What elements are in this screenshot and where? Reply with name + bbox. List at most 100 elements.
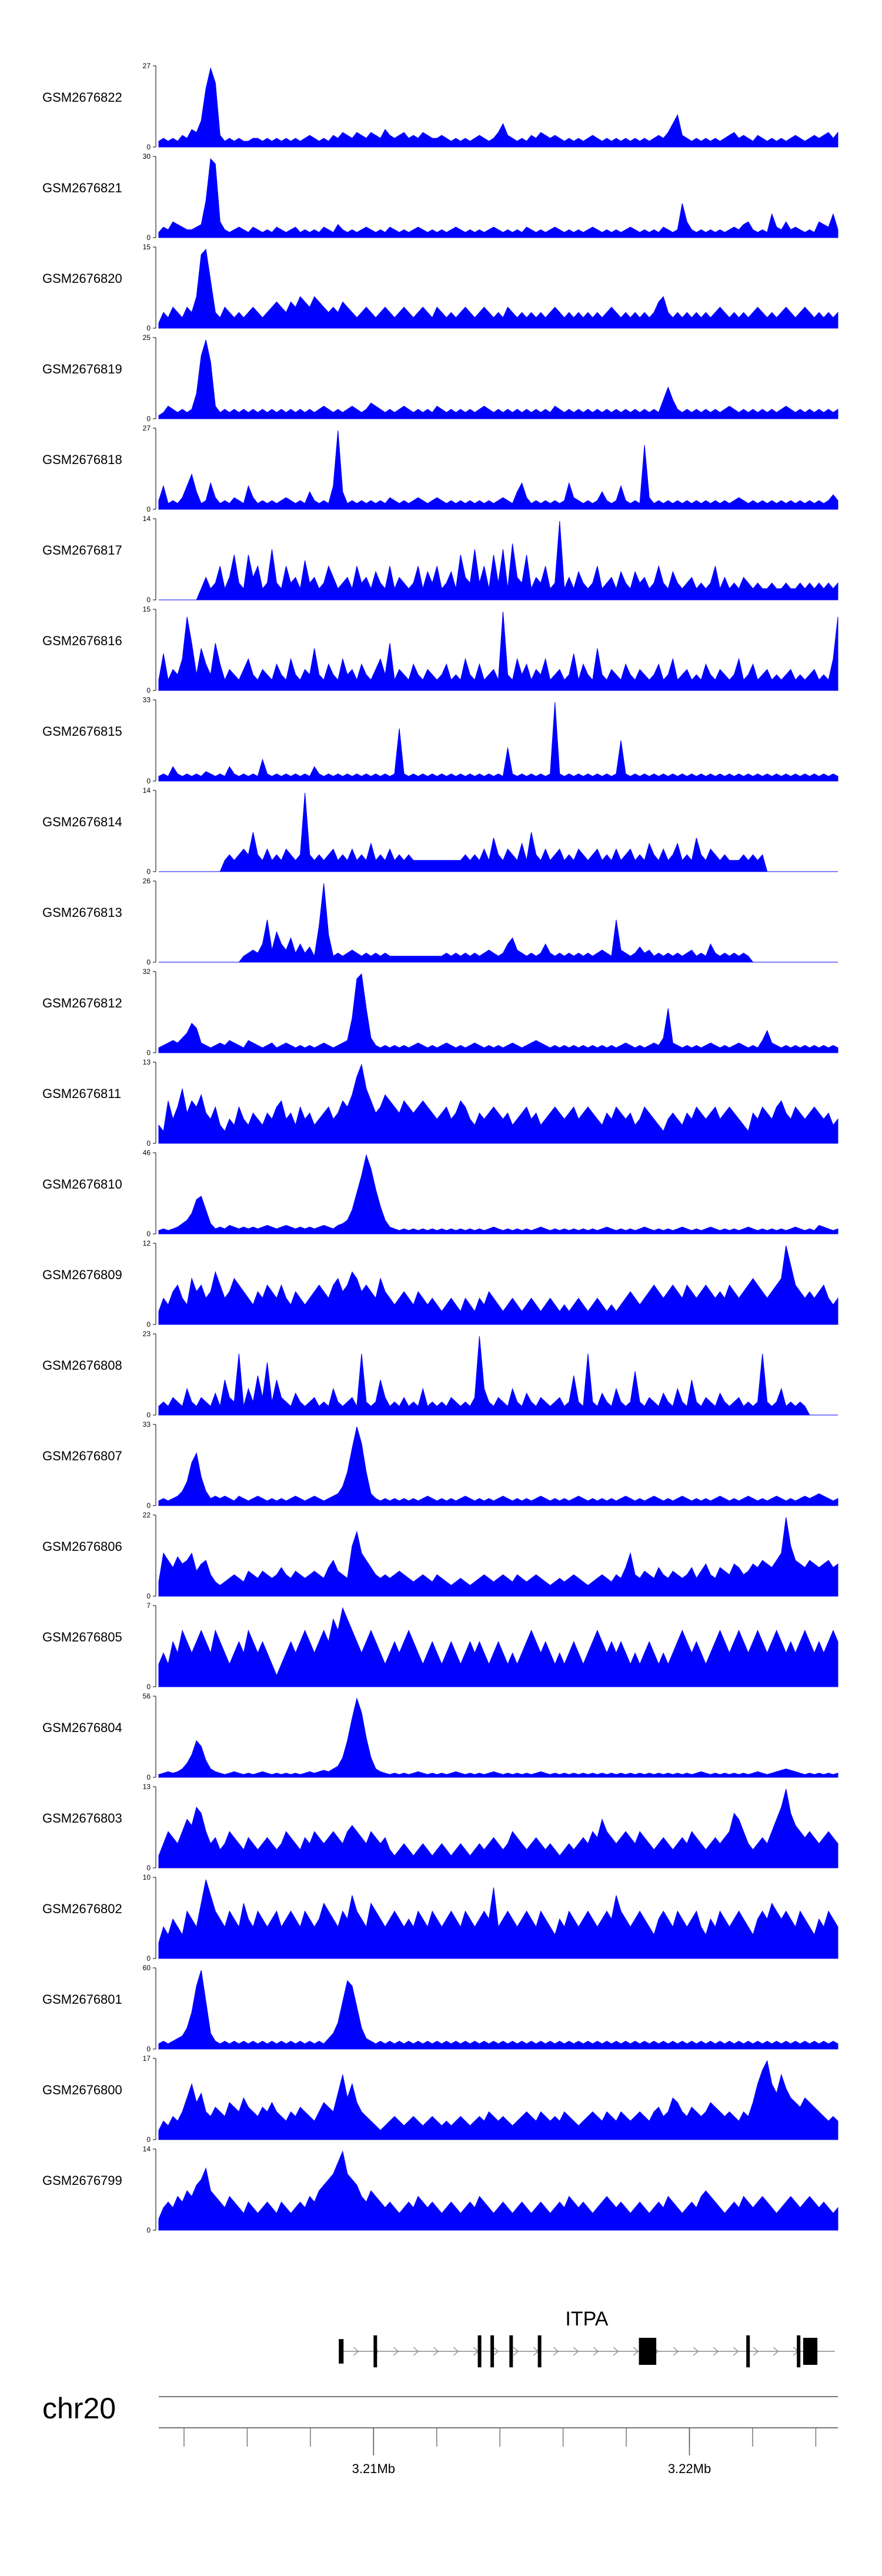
track-label: GSM2676821 xyxy=(42,181,122,195)
y-axis-max-label: 27 xyxy=(143,424,151,432)
gene-exon xyxy=(490,2335,495,2368)
coverage-area xyxy=(158,702,838,782)
coverage-area xyxy=(158,1697,838,1778)
track-label: GSM2676799 xyxy=(42,2173,122,2188)
coverage-area xyxy=(158,339,838,419)
coverage-area xyxy=(158,1336,838,1416)
strand-chevron-icon xyxy=(553,2347,559,2356)
strand-chevron-icon xyxy=(693,2347,699,2356)
coverage-area xyxy=(158,1426,838,1506)
strand-chevron-icon xyxy=(433,2347,439,2356)
track-label: GSM2676806 xyxy=(42,1539,122,1554)
y-axis-min-label: 0 xyxy=(146,1230,151,1238)
track-label: GSM2676802 xyxy=(42,1901,122,1916)
track-label: GSM2676801 xyxy=(42,1992,122,2007)
track-GSM2676808: GSM2676808 23 0 xyxy=(42,1330,838,1419)
track-GSM2676814: GSM2676814 14 0 xyxy=(42,786,838,876)
gene-exon xyxy=(373,2335,377,2368)
y-axis-max-label: 33 xyxy=(143,696,151,704)
gene-exon xyxy=(746,2335,750,2368)
gene-exon xyxy=(797,2335,801,2368)
y-axis-min-label: 0 xyxy=(146,1864,151,1872)
gene-name-label: ITPA xyxy=(565,2308,608,2330)
y-axis-max-label: 26 xyxy=(143,877,151,885)
coverage-area xyxy=(159,520,838,600)
track-label: GSM2676813 xyxy=(42,905,122,920)
track-label: GSM2676809 xyxy=(42,1267,122,1282)
gene-exon xyxy=(537,2335,542,2368)
track-GSM2676820: GSM2676820 15 0 xyxy=(42,243,838,332)
strand-chevron-icon xyxy=(613,2347,619,2356)
track-label: GSM2676814 xyxy=(42,815,122,829)
track-GSM2676803: GSM2676803 13 0 xyxy=(42,1783,838,1872)
y-axis-max-label: 33 xyxy=(143,1420,151,1429)
track-GSM2676816: GSM2676816 15 0 xyxy=(42,605,838,695)
y-axis-max-label: 7 xyxy=(146,1601,151,1610)
gene-model-track: ITPA xyxy=(339,2308,835,2368)
y-axis-max-label: 14 xyxy=(143,515,151,523)
track-label: GSM2676820 xyxy=(42,271,122,286)
y-axis-min-label: 0 xyxy=(146,867,151,876)
track-label: GSM2676804 xyxy=(42,1720,122,1735)
track-GSM2676806: GSM2676806 22 0 xyxy=(42,1511,838,1600)
coverage-area xyxy=(158,430,838,510)
track-GSM2676817: GSM2676817 14 0 xyxy=(42,515,838,604)
y-axis-max-label: 17 xyxy=(143,2054,151,2063)
y-axis-max-label: 14 xyxy=(143,2145,151,2153)
y-axis-min-label: 0 xyxy=(146,2135,151,2144)
track-label: GSM2676803 xyxy=(42,1811,122,1826)
coverage-area xyxy=(158,67,838,148)
y-axis-min-label: 0 xyxy=(146,686,151,695)
x-axis-tick-label: 3.22Mb xyxy=(668,2461,711,2476)
gene-exon xyxy=(509,2335,513,2368)
y-axis-max-label: 25 xyxy=(143,333,151,342)
y-axis-min-label: 0 xyxy=(146,958,151,966)
y-axis-max-label: 23 xyxy=(143,1330,151,1338)
y-axis-max-label: 12 xyxy=(143,1239,151,1247)
coverage-area xyxy=(158,1517,838,1597)
y-axis-min-label: 0 xyxy=(146,1773,151,1781)
track-label: GSM2676817 xyxy=(42,543,122,558)
y-axis-min-label: 0 xyxy=(146,596,151,604)
track-GSM2676821: GSM2676821 30 0 xyxy=(42,152,838,242)
genomic-axis: 3.21Mb 3.22Mb xyxy=(183,2428,817,2476)
y-axis-max-label: 32 xyxy=(143,967,151,976)
gene-exon xyxy=(639,2338,657,2365)
track-GSM2676815: GSM2676815 33 0 xyxy=(42,696,838,785)
track-GSM2676813: GSM2676813 26 0 xyxy=(42,877,838,966)
strand-chevron-icon xyxy=(633,2347,639,2356)
y-axis-min-label: 0 xyxy=(146,2226,151,2234)
strand-chevron-icon xyxy=(413,2347,419,2356)
strand-chevron-icon xyxy=(493,2347,499,2356)
y-axis-max-label: 14 xyxy=(143,786,151,795)
y-axis-min-label: 0 xyxy=(146,505,151,513)
track-label: GSM2676807 xyxy=(42,1449,122,1463)
y-axis-min-label: 0 xyxy=(146,1320,151,1329)
track-label: GSM2676808 xyxy=(42,1358,122,1373)
track-GSM2676802: GSM2676802 10 0 xyxy=(42,1873,838,1963)
y-axis-max-label: 60 xyxy=(143,1964,151,1972)
strand-chevron-icon xyxy=(773,2347,779,2356)
coverage-area xyxy=(158,2150,838,2231)
y-axis-max-label: 15 xyxy=(143,243,151,251)
coverage-area xyxy=(158,973,838,1053)
y-axis-min-label: 0 xyxy=(146,233,151,242)
gene-exon xyxy=(477,2335,482,2368)
coverage-area xyxy=(159,883,838,963)
y-axis-min-label: 0 xyxy=(146,1683,151,1691)
strand-chevron-icon xyxy=(353,2347,359,2356)
y-axis-max-label: 15 xyxy=(143,605,151,613)
track-label: GSM2676815 xyxy=(42,724,122,739)
track-GSM2676809: GSM2676809 12 0 xyxy=(42,1239,838,1329)
track-GSM2676818: GSM2676818 27 0 xyxy=(42,424,838,513)
chromosome-label: chr20 xyxy=(42,2392,116,2425)
y-axis-max-label: 30 xyxy=(143,152,151,161)
y-axis-max-label: 27 xyxy=(143,62,151,70)
y-axis-max-label: 13 xyxy=(143,1783,151,1791)
y-axis-max-label: 22 xyxy=(143,1511,151,1519)
track-GSM2676801: GSM2676801 60 0 xyxy=(42,1964,838,2053)
y-axis-min-label: 0 xyxy=(146,1049,151,1057)
y-axis-min-label: 0 xyxy=(146,415,151,423)
strand-chevron-icon xyxy=(713,2347,719,2356)
